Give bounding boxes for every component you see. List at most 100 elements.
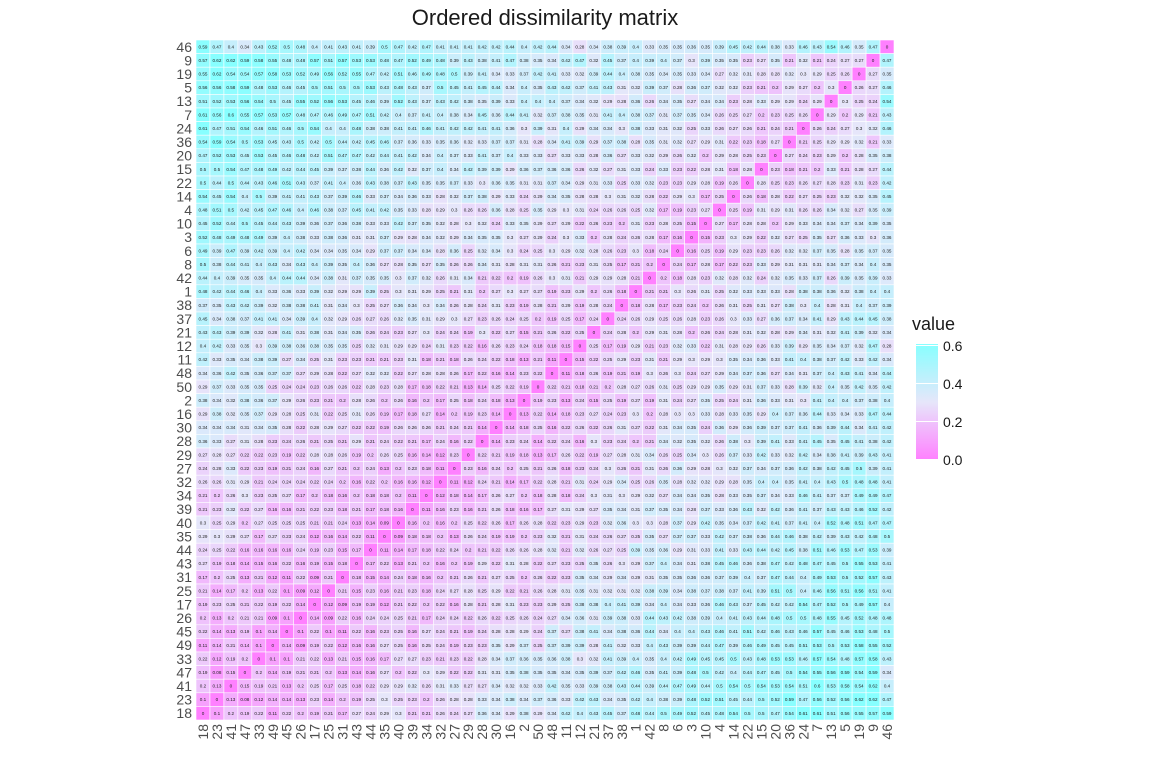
heatmap-cell-value: 0.34 — [561, 616, 570, 621]
heatmap-cell-value: 0.37 — [520, 72, 529, 77]
heatmap-cell-value: 0.34 — [645, 452, 654, 457]
heatmap-cell-value: 0.4 — [507, 153, 514, 158]
heatmap-cell-value: 0.18 — [785, 167, 794, 172]
heatmap-cell-value: 0.17 — [548, 452, 557, 457]
heatmap-cell-value: 0.56 — [212, 112, 221, 117]
heatmap-cell-value: 0.2 — [702, 303, 709, 308]
heatmap-cell-value: 0.32 — [855, 344, 864, 349]
heatmap-cell-value: 0.56 — [324, 72, 333, 77]
heatmap-cell-value: 0.16 — [394, 480, 403, 485]
heatmap-cell-value: 0.5 — [242, 221, 249, 226]
heatmap-cell-value: 0.24 — [589, 480, 598, 485]
heatmap-cell-value: 0.3 — [674, 289, 681, 294]
heatmap-cell-value: 0.21 — [478, 575, 487, 580]
heatmap-cell-value: 0.33 — [422, 194, 431, 199]
heatmap-cell-value: 0 — [439, 480, 442, 485]
heatmap-cell-value: 0.31 — [506, 602, 515, 607]
heatmap-cell-value: 0.14 — [212, 588, 221, 593]
heatmap-cell-value: 0.54 — [226, 167, 235, 172]
heatmap-cell-value: 0.35 — [575, 670, 584, 675]
heatmap-cell-value: 0.19 — [520, 303, 529, 308]
heatmap-cell-value: 0.22 — [254, 602, 263, 607]
heatmap-cell-value: 0.39 — [492, 99, 501, 104]
heatmap-cell-value: 0.29 — [575, 289, 584, 294]
heatmap-cell-value: 0.23 — [380, 384, 389, 389]
heatmap-cell-value: 0.21 — [534, 357, 543, 362]
heatmap-cell-value: 0.21 — [561, 262, 570, 267]
heatmap-cell-value: 0.29 — [589, 276, 598, 281]
heatmap-cell-value: 0.11 — [380, 548, 389, 553]
heatmap-cell-value: 0.33 — [226, 384, 235, 389]
heatmap-cell-value: 0.24 — [450, 711, 459, 716]
heatmap-cell-value: 0.23 — [561, 289, 570, 294]
heatmap-cell-value: 0.35 — [687, 439, 696, 444]
heatmap-cell-value: 0.27 — [380, 643, 389, 648]
heatmap-cell-value: 0.23 — [617, 248, 626, 253]
heatmap-cell-value: 0.31 — [617, 425, 626, 430]
heatmap-cell-value: 0.34 — [603, 629, 612, 634]
heatmap-cell-value: 0.16 — [408, 520, 417, 525]
heatmap-cell-value: 0.24 — [436, 629, 445, 634]
heatmap-cell-value: 0.34 — [506, 85, 515, 90]
heatmap-cell-value: 0 — [202, 711, 205, 716]
heatmap-cell-value: 0.27 — [282, 357, 291, 362]
heatmap-cell-value: 0.22 — [534, 561, 543, 566]
heatmap-cell-value: 0.3 — [716, 466, 723, 471]
heatmap-cell-value: 0.19 — [617, 344, 626, 349]
heatmap-cell-value: 0.38 — [813, 357, 822, 362]
heatmap-cell-value: 0.33 — [855, 412, 864, 417]
heatmap-cell-value: 0.5 — [758, 697, 765, 702]
heatmap-cell-value: 0.32 — [589, 167, 598, 172]
heatmap-cell-value: 0.22 — [492, 616, 501, 621]
heatmap-cell-value: 0.32 — [226, 412, 235, 417]
heatmap-cell-value: 0.51 — [799, 684, 808, 689]
heatmap-cell-value: 0.57 — [869, 575, 878, 580]
heatmap-cell-value: 0.21 — [199, 588, 208, 593]
heatmap-cell-value: 0.2 — [842, 112, 849, 117]
heatmap-cell-value: 0.22 — [324, 412, 333, 417]
heatmap-cell-value: 0.41 — [478, 153, 487, 158]
heatmap-cell-value: 0.37 — [743, 520, 752, 525]
heatmap-cell-value: 0.39 — [883, 303, 892, 308]
heatmap-cell-value: 0.31 — [520, 180, 529, 185]
heatmap-cell-value: 0.42 — [813, 534, 822, 539]
heatmap-cell-value: 0.3 — [688, 58, 695, 63]
heatmap-cell-value: 0.24 — [589, 466, 598, 471]
heatmap-cell-value: 0.35 — [240, 412, 249, 417]
heatmap-cell-value: 0.31 — [226, 480, 235, 485]
heatmap-cell-value: 0.22 — [240, 507, 249, 512]
heatmap-cell-value: 0.2 — [242, 588, 249, 593]
heatmap-cell-value: 0.47 — [310, 112, 319, 117]
heatmap-cell-value: 0.55 — [199, 72, 208, 77]
heatmap-cell-value: 0.4 — [800, 588, 807, 593]
heatmap-cell-value: 0.5 — [758, 711, 765, 716]
heatmap-cell-value: 0.32 — [743, 276, 752, 281]
heatmap-cell-value: 0.29 — [771, 262, 780, 267]
heatmap-cell-value: 0.46 — [324, 112, 333, 117]
heatmap-cell-value: 0.53 — [827, 575, 836, 580]
heatmap-cell-value: 0.38 — [310, 330, 319, 335]
heatmap-cell-value: 0.33 — [631, 180, 640, 185]
heatmap-cell-value: 0.34 — [827, 262, 836, 267]
heatmap-cell-value: 0.26 — [827, 276, 836, 281]
heatmap-cell-value: 0.39 — [673, 697, 682, 702]
heatmap-cell-value: 0.33 — [631, 616, 640, 621]
heatmap-cell-value: 0.27 — [869, 85, 878, 90]
heatmap-cell-value: 0.37 — [869, 248, 878, 253]
heatmap-cell-value: 0.44 — [645, 629, 654, 634]
heatmap-cell-value: 0.25 — [310, 684, 319, 689]
heatmap-cell-value: 0.58 — [855, 643, 864, 648]
heatmap-cell-value: 0.21 — [869, 140, 878, 145]
heatmap-cell-value: 0.31 — [520, 262, 529, 267]
heatmap-cell-value: 0.19 — [631, 371, 640, 376]
heatmap-cell-value: 0.47 — [883, 520, 892, 525]
heatmap-cell-value: 0.39 — [268, 344, 277, 349]
heatmap-cell-value: 0.26 — [589, 548, 598, 553]
heatmap-cell-value: 0.46 — [785, 534, 794, 539]
heatmap-cell-value: 0.21 — [534, 330, 543, 335]
heatmap-cell-value: 0.25 — [534, 643, 543, 648]
heatmap-cell-value: 0.1 — [298, 629, 305, 634]
heatmap-cell-value: 0.21 — [268, 684, 277, 689]
heatmap-cell-value: 0.55 — [827, 616, 836, 621]
heatmap-cell-value: 0.36 — [631, 629, 640, 634]
